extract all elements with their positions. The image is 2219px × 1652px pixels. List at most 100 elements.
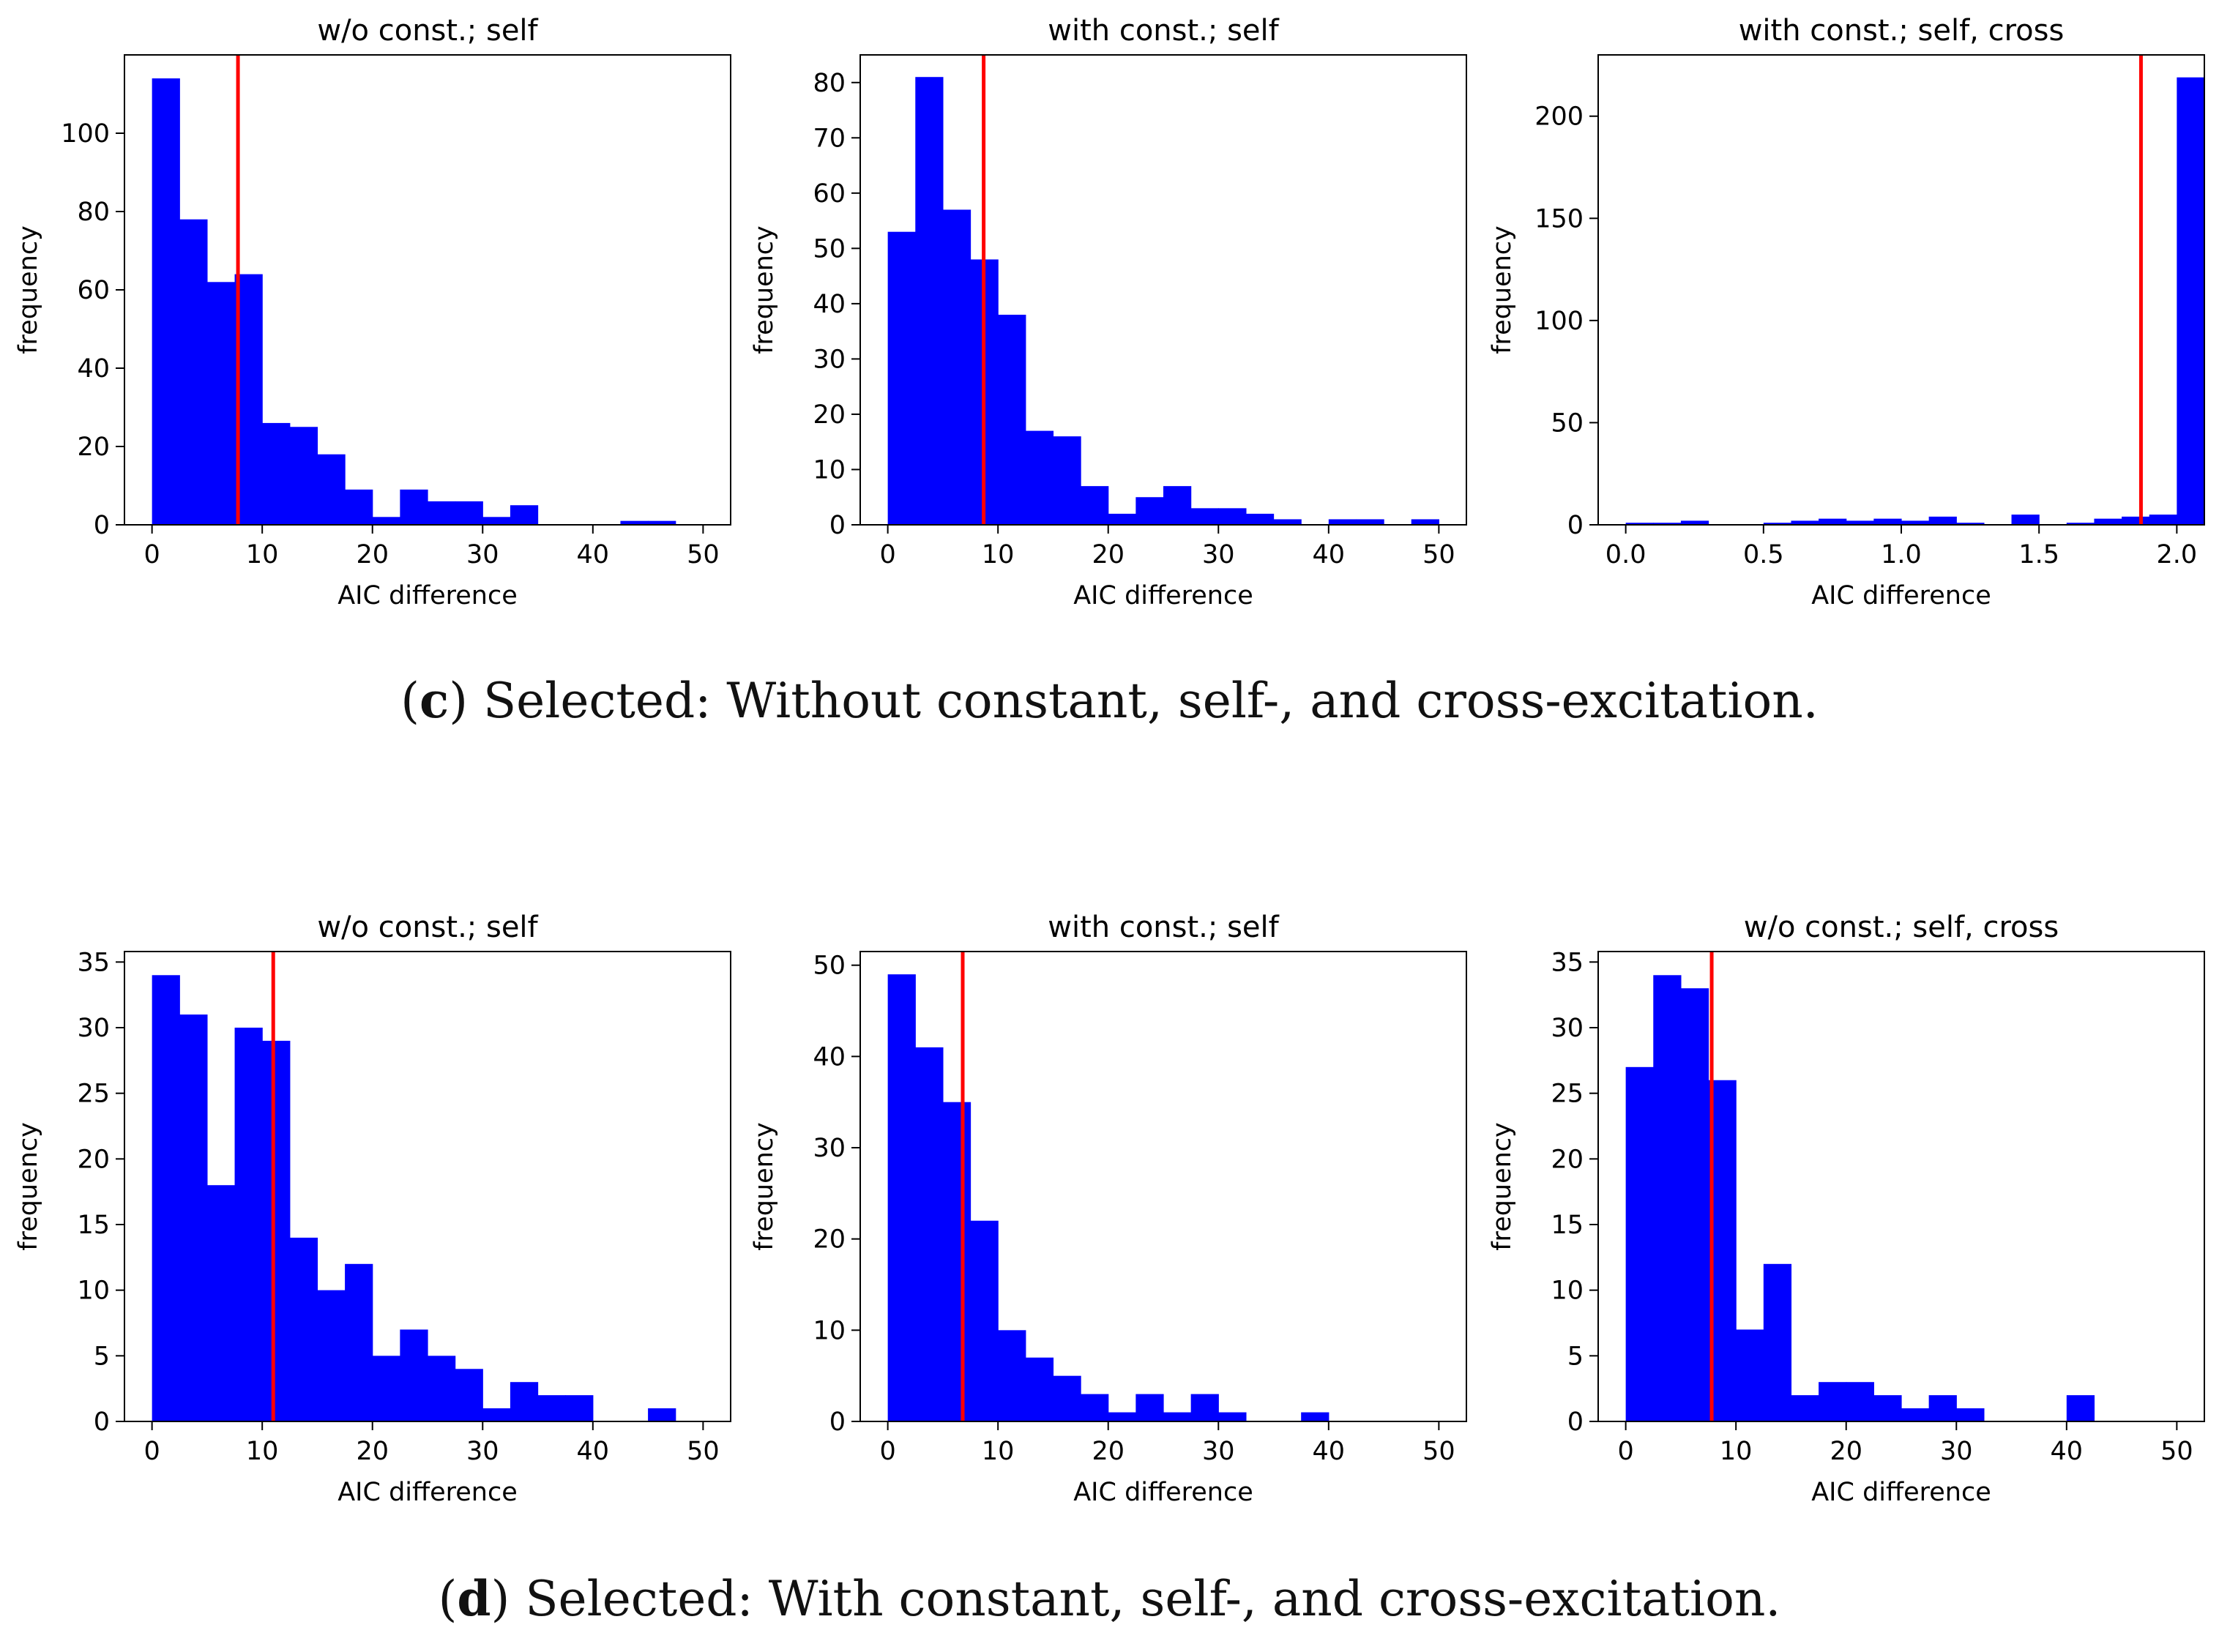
histogram-bar [565, 1395, 594, 1421]
y-tick-label: 20 [1551, 1145, 1584, 1174]
x-tick-label: 50 [687, 1437, 720, 1466]
y-tick-label: 0 [94, 511, 110, 540]
y-tick-label: 30 [77, 1014, 110, 1043]
histogram-bar [970, 1220, 999, 1421]
histogram-bar [510, 1382, 539, 1421]
chart-title: w/o const.; self [317, 911, 538, 944]
histogram-bar [998, 314, 1026, 525]
histogram-bar [455, 1369, 483, 1421]
y-tick-label: 15 [77, 1211, 110, 1240]
histogram-bar [537, 1395, 566, 1421]
histogram-bar [1025, 430, 1054, 525]
y-tick-label: 50 [813, 952, 846, 981]
histogram-bar [1108, 1412, 1136, 1421]
y-tick-label: 25 [77, 1080, 110, 1109]
histogram-bar [1135, 497, 1164, 525]
histogram-bar [482, 517, 511, 525]
y-tick-label: 80 [77, 198, 110, 227]
chart-title: with const.; self [1048, 14, 1279, 48]
caption-letter: c [419, 672, 450, 729]
subplot-c-3: 0.0 0.5 1.0 1.5 2.0 0 50 100 150 200 with const.; … [1488, 14, 2205, 610]
histogram-bar [152, 78, 180, 526]
axes-frame [859, 54, 1467, 526]
histogram-bar [2122, 516, 2150, 525]
x-axis-label: AIC difference [1811, 581, 1991, 610]
x-tick-label: 0 [879, 540, 895, 569]
x-tick-label: 10 [982, 1437, 1015, 1466]
histogram-bar [1163, 486, 1192, 525]
histogram-bar [317, 454, 346, 525]
histogram-bar [345, 489, 373, 525]
histogram-bar [1928, 1395, 1957, 1421]
y-tick-label: 40 [77, 354, 110, 384]
histogram-bar [1301, 1412, 1329, 1421]
histogram-bar [1873, 1395, 1902, 1421]
histogram-bar [206, 1185, 236, 1421]
x-tick-label: 40 [1313, 1437, 1346, 1466]
histogram-bar [1328, 519, 1357, 525]
x-tick-label: 0 [879, 1437, 895, 1466]
subplot-c-1: 0 10 20 30 40 50 0 20 40 60 80 100 w/o const.; self A… [14, 14, 731, 610]
histogram-bar [1625, 1066, 1654, 1421]
x-axis-label: AIC difference [337, 1478, 518, 1507]
axes-frame [1597, 54, 2205, 526]
histogram-bar [648, 1408, 676, 1421]
histogram-bar [152, 975, 180, 1421]
x-axis-label: AIC difference [1073, 1478, 1253, 1507]
histogram-bar [887, 231, 916, 525]
histogram-bar [1819, 518, 1847, 525]
histogram-bar [234, 1028, 263, 1421]
histogram-bar [1081, 486, 1109, 525]
histogram-bar [1218, 508, 1247, 525]
x-tick-label: 30 [466, 1437, 499, 1466]
x-tick-label: 40 [577, 1437, 610, 1466]
x-tick-label: 50 [687, 540, 720, 569]
histogram-bar [1791, 1395, 1819, 1421]
y-tick-label: 40 [813, 1042, 846, 1072]
histogram-bar [1653, 523, 1682, 525]
histogram-bar [1901, 1408, 1930, 1421]
x-tick-label: 1.5 [2018, 540, 2059, 569]
histogram-bar [179, 1014, 208, 1421]
y-tick-label: 5 [94, 1342, 110, 1371]
y-tick-label: 35 [77, 948, 110, 977]
y-tick-label: 20 [813, 400, 846, 430]
x-axis-label: AIC difference [337, 581, 518, 610]
histogram-bar [345, 1263, 373, 1421]
histogram-bar [372, 1356, 400, 1421]
histogram-bar [887, 974, 916, 1421]
histogram-bar [262, 422, 291, 525]
x-tick-label: 30 [466, 540, 499, 569]
x-tick-label: 0.0 [1605, 540, 1646, 569]
y-axis-label: frequency [14, 1122, 43, 1251]
histogram-bar [1680, 520, 1709, 525]
histogram-bar [289, 1237, 318, 1421]
chart-title: with const.; self, cross [1739, 14, 2065, 48]
y-axis-label: frequency [1488, 225, 1517, 354]
y-tick-label: 10 [813, 455, 846, 485]
x-tick-label: 30 [1202, 540, 1235, 569]
histogram-bar [2177, 77, 2205, 525]
x-tick-label: 10 [1720, 1437, 1753, 1466]
y-axis-label: frequency [1488, 1122, 1517, 1251]
axes-frame [124, 951, 731, 1422]
histogram-bar [1928, 516, 1957, 525]
x-tick-label: 0 [143, 1437, 160, 1466]
y-tick-label: 150 [1534, 204, 1584, 233]
histogram-bar [915, 1047, 944, 1421]
histogram-bar [455, 501, 483, 525]
histogram-bar [1956, 523, 1985, 525]
histogram-bar [1273, 519, 1302, 525]
histogram-bar [620, 520, 649, 525]
chart-title: w/o const.; self [317, 14, 538, 48]
axes-frame [859, 951, 1467, 1422]
histogram-bar [1135, 1394, 1164, 1421]
subplot-c-2: 0 10 20 30 40 50 0 10 20 30 40 50 60 70 80 with const.;… [750, 14, 1467, 610]
y-tick-label: 70 [813, 124, 846, 153]
x-tick-label: 10 [246, 1437, 279, 1466]
y-tick-label: 5 [1567, 1342, 1584, 1371]
histogram-bar [1245, 513, 1275, 525]
x-tick-label: 1.0 [1881, 540, 1922, 569]
histogram-bar [510, 505, 539, 525]
